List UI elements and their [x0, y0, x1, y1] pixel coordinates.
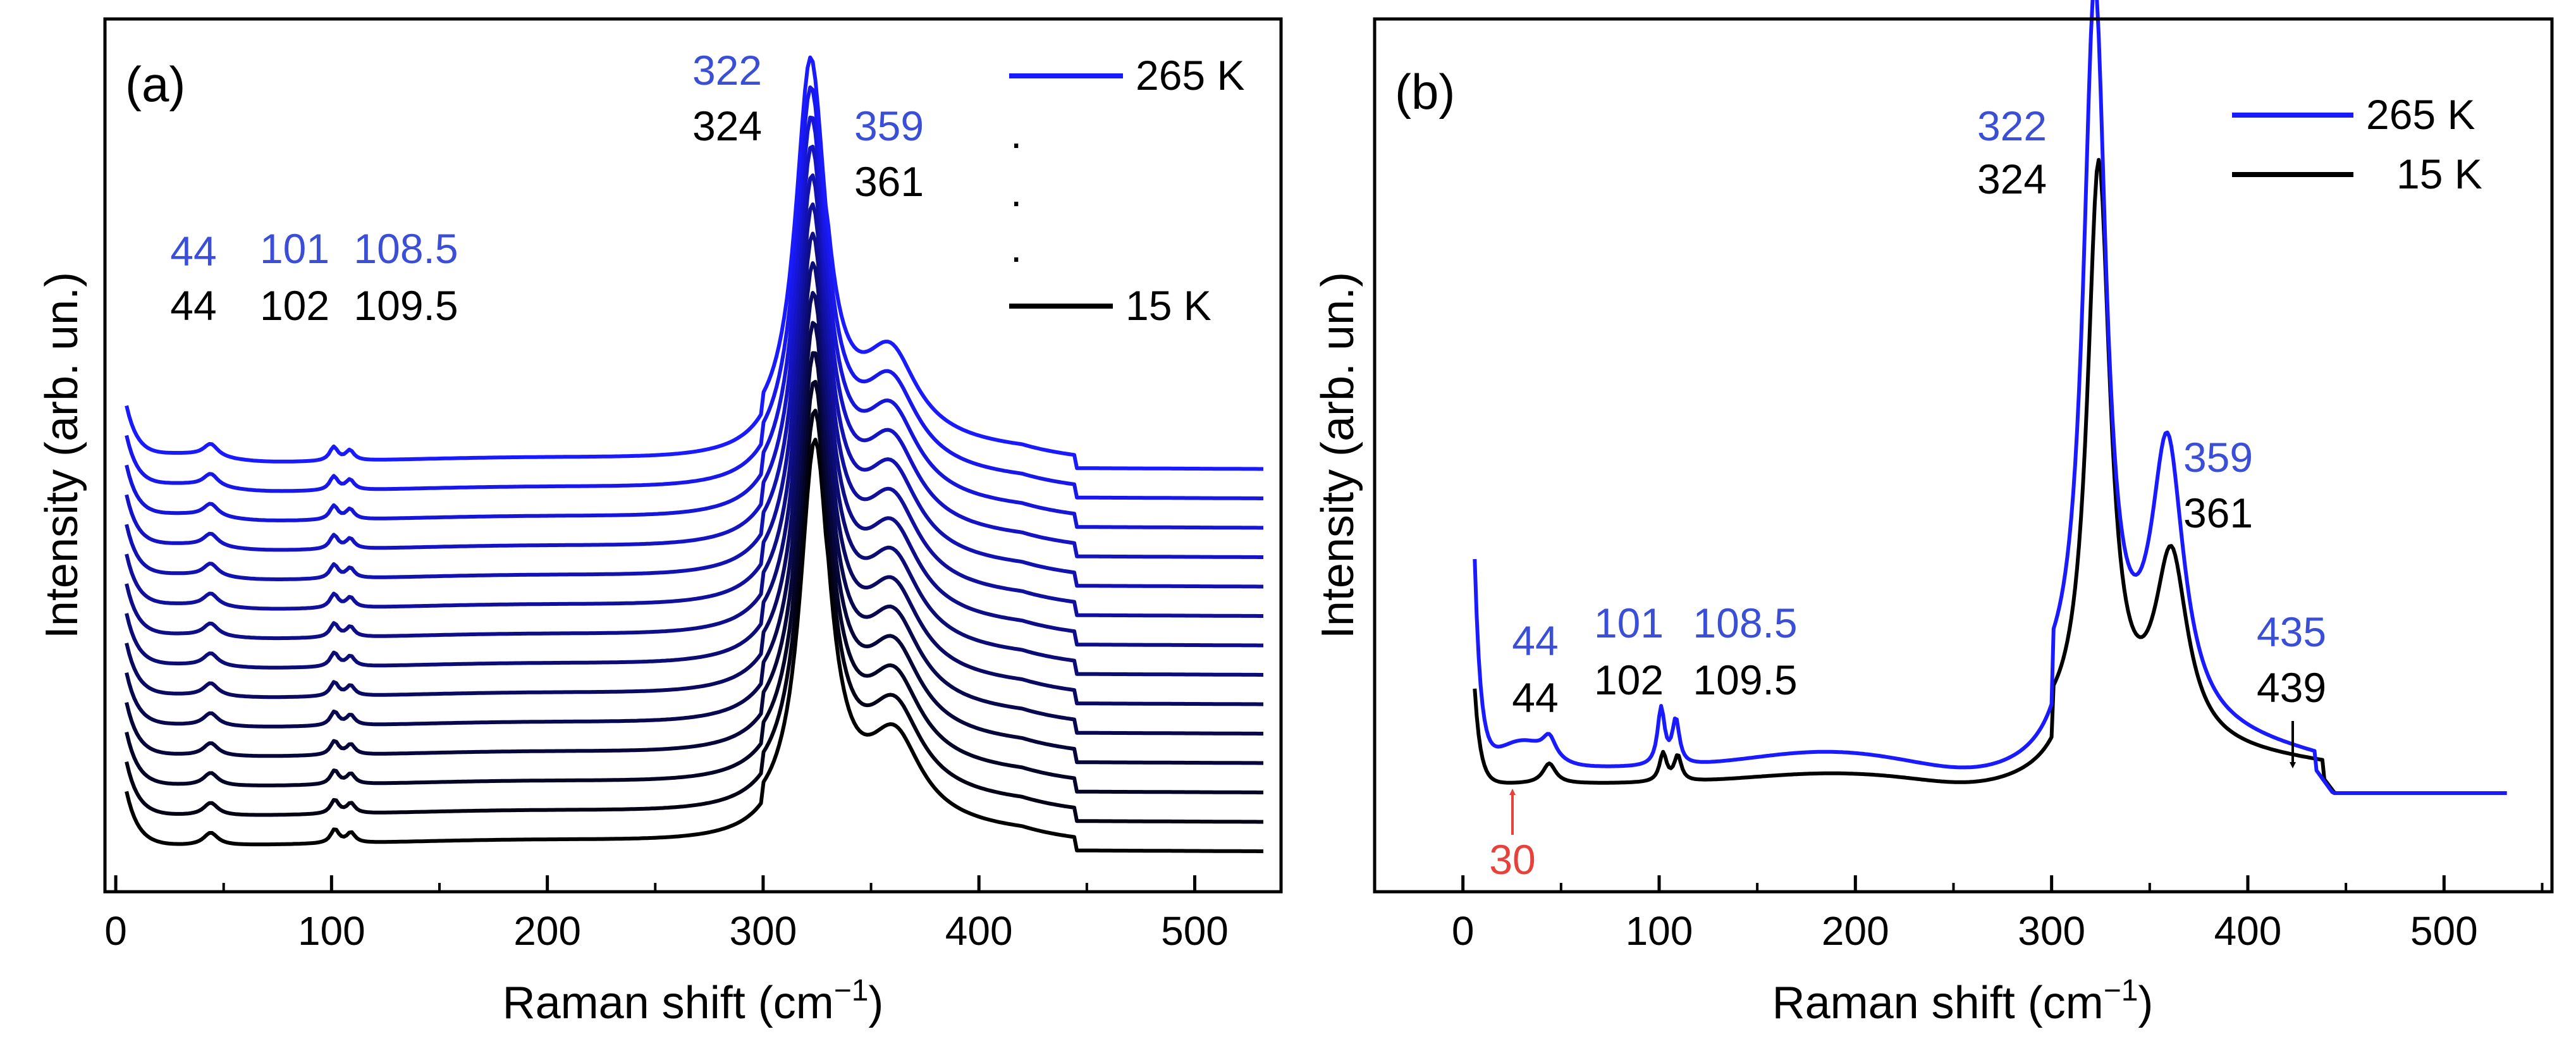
panel-b-legend: 265 K 15 K	[2232, 91, 2482, 197]
panel-a-series-line	[125, 351, 1263, 765]
panel-a-series-line	[125, 379, 1263, 794]
panel-a-curves	[125, 55, 1263, 853]
panel-a-series-line	[125, 115, 1263, 530]
panel-a-series-line	[125, 291, 1263, 706]
panel-b-x-tick-label-300: 300	[2018, 908, 2085, 954]
panel-a-label: (a)	[125, 56, 185, 112]
panel-b-x-axis-title: Raman shift (cm−1)	[1772, 974, 2154, 1028]
panel-b-legend-label-15k: 15 K	[2396, 151, 2482, 197]
panel-b-label: (b)	[1395, 64, 1455, 120]
panel-b-y-axis-title: Intensity (arb. un.)	[1313, 272, 1363, 639]
panel-a-y-axis-title: Intensity (arb. un.)	[37, 272, 87, 639]
panel-a-ann-322-hot: 322	[692, 47, 762, 94]
panel-b-x-tick-label-400: 400	[2214, 908, 2282, 954]
panel-a-series-line	[125, 438, 1263, 853]
panel-a-legend-dot-1: .	[1010, 110, 1022, 157]
panel-b-ann-359-hot: 359	[2183, 434, 2253, 481]
panel-a-ann-324-cold: 324	[692, 102, 762, 149]
panel-b-ann-44-hot: 44	[1512, 617, 1558, 664]
panel-b-ann-439-cold: 439	[2257, 664, 2326, 711]
panel-a-x-tick-label-100: 100	[298, 908, 365, 954]
panel-a-series-line	[125, 144, 1263, 559]
panel-b-x-tick-label-200: 200	[1822, 908, 1889, 954]
panel-b-ticks: 0 100 200 300 400 500	[1452, 875, 2544, 954]
panel-a-legend: 265 K . . . 15 K	[1009, 52, 1244, 329]
panel-b-ann-108-5-hot: 108.5	[1693, 600, 1797, 646]
panel-a-series-line	[125, 231, 1263, 648]
panel-a-series-line	[125, 321, 1263, 736]
panel-b-ann-324-cold: 324	[1977, 156, 2047, 202]
panel-b-ann-30-red: 30	[1489, 836, 1535, 883]
panel-b-x-tick-label-500: 500	[2410, 908, 2478, 954]
panel-b-frame	[1373, 17, 2554, 894]
panel-a-ann-359-hot: 359	[854, 102, 924, 149]
panel-a-x-tick-label-300: 300	[730, 908, 797, 954]
panel-a-frame	[103, 17, 1283, 894]
panel-a-ann-108-5-hot: 108.5	[353, 225, 458, 272]
panel-a-series-line	[125, 85, 1263, 500]
panel-a-series-line	[125, 409, 1263, 824]
panel-a-ann-44-cold: 44	[170, 282, 216, 329]
panel-a-legend-label-15k: 15 K	[1125, 282, 1211, 329]
panel-a-series-line	[125, 55, 1263, 471]
panel-b-legend-label-265k: 265 K	[2366, 91, 2475, 138]
panel-a-series-line	[125, 261, 1263, 677]
panel-b-ann-109-5-cold: 109.5	[1693, 656, 1797, 703]
panel-b-ann-435-hot: 435	[2257, 608, 2326, 655]
panel-b: 0 100 200 300 400 500 (b) Intensity (arb. un.…	[1313, 0, 2554, 1028]
panel-b-ann-44-cold: 44	[1512, 674, 1558, 721]
panel-a-x-tick-label-500: 500	[1161, 908, 1229, 954]
panel-b-ann-322-hot: 322	[1977, 102, 2047, 149]
panel-a-series-line	[125, 173, 1263, 589]
panel-b-x-tick-label-100: 100	[1626, 908, 1693, 954]
panel-b-ann-361-cold: 361	[2183, 490, 2253, 536]
panel-b-series-line-hot	[1473, 0, 2507, 795]
panel-a-x-tick-label-0: 0	[104, 908, 127, 954]
panel-a-ann-109-5-cold: 109.5	[353, 282, 458, 329]
panel-a-legend-dot-3: .	[1010, 224, 1022, 271]
panel-a-ann-101-hot: 101	[260, 225, 329, 272]
panel-a-ann-44-hot: 44	[170, 228, 216, 274]
panel-a-x-tick-label-400: 400	[945, 908, 1013, 954]
panel-a-legend-dot-2: .	[1010, 168, 1022, 215]
panel-a: 0 100 200 300 400 500 (a) Intensity (arb. un.…	[37, 17, 1283, 1028]
panel-a-x-tick-label-200: 200	[513, 908, 581, 954]
panel-b-ann-102-cold: 102	[1594, 656, 1664, 703]
panel-b-ann-101-hot: 101	[1594, 600, 1664, 646]
panel-a-ann-102-cold: 102	[260, 282, 329, 329]
panel-b-x-tick-label-0: 0	[1452, 908, 1475, 954]
panel-a-x-axis-title: Raman shift (cm−1)	[503, 974, 884, 1028]
panel-b-curves	[1473, 0, 2507, 795]
panel-a-legend-label-265k: 265 K	[1136, 52, 1244, 99]
panel-a-ann-361-cold: 361	[854, 158, 924, 205]
panel-a-series-line	[125, 202, 1263, 618]
panel-a-ticks: 0 100 200 300 400 500	[104, 875, 1229, 954]
